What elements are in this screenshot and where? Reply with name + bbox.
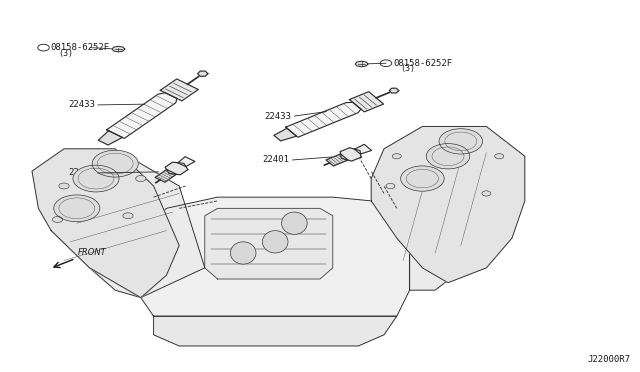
Polygon shape [155, 170, 177, 182]
Polygon shape [389, 88, 399, 93]
Polygon shape [371, 126, 525, 283]
Ellipse shape [262, 231, 288, 253]
Circle shape [401, 166, 444, 191]
Circle shape [54, 195, 100, 222]
Polygon shape [99, 131, 122, 145]
Circle shape [386, 183, 395, 189]
Polygon shape [112, 46, 125, 52]
Circle shape [136, 176, 146, 182]
Polygon shape [274, 128, 296, 141]
Polygon shape [160, 79, 198, 101]
Polygon shape [32, 149, 179, 298]
Circle shape [52, 217, 63, 222]
Circle shape [482, 191, 491, 196]
Polygon shape [141, 197, 410, 316]
Circle shape [92, 150, 138, 177]
Polygon shape [326, 154, 348, 166]
Text: 22433: 22433 [68, 100, 95, 109]
Polygon shape [371, 134, 512, 290]
Ellipse shape [230, 242, 256, 264]
Polygon shape [349, 92, 383, 112]
Polygon shape [154, 316, 397, 346]
Polygon shape [205, 208, 333, 279]
Polygon shape [355, 144, 372, 154]
Text: (3): (3) [58, 49, 73, 58]
Polygon shape [340, 148, 361, 161]
Text: 08158-6252F: 08158-6252F [51, 43, 109, 52]
Circle shape [439, 129, 483, 154]
Polygon shape [198, 71, 208, 76]
Text: 08158-6252F: 08158-6252F [393, 59, 452, 68]
Text: 22401: 22401 [262, 155, 289, 164]
Polygon shape [107, 93, 177, 138]
Polygon shape [285, 102, 361, 137]
Text: J22000R7: J22000R7 [588, 355, 630, 364]
Text: 22433: 22433 [264, 112, 291, 121]
Text: (3): (3) [401, 64, 415, 73]
Circle shape [59, 183, 69, 189]
Polygon shape [165, 162, 188, 175]
Polygon shape [178, 157, 195, 167]
Circle shape [123, 213, 133, 219]
Ellipse shape [282, 212, 307, 234]
Polygon shape [355, 61, 368, 67]
Circle shape [426, 144, 470, 169]
Polygon shape [38, 156, 205, 298]
Circle shape [495, 154, 504, 159]
Text: 22401: 22401 [68, 169, 95, 177]
Circle shape [73, 165, 119, 192]
Text: FRONT: FRONT [78, 248, 107, 257]
Circle shape [392, 154, 401, 159]
